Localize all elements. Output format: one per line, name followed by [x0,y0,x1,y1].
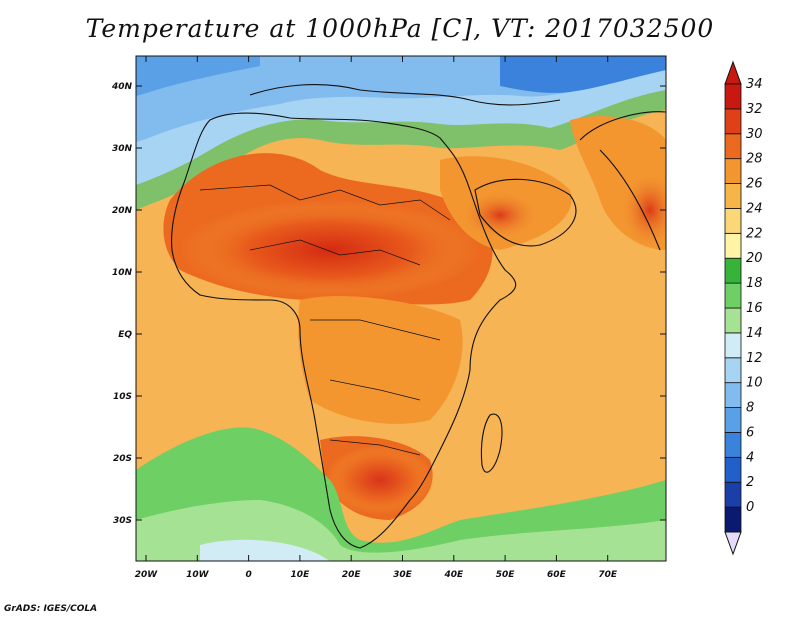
lon-tick-label: 10W [186,570,210,580]
colorbar-segment [724,432,742,458]
arabia-core [460,190,540,240]
colorbar-segment [724,158,742,184]
colorbar-segment [724,307,742,334]
colorbar-label: 34 [746,77,763,92]
arabia-coastline [474,178,577,247]
india-core [620,170,666,250]
colorbar-label: 0 [746,500,754,515]
northwest-blue [136,56,260,96]
colorbar-label: 16 [746,301,763,316]
colorbar-label: 22 [746,226,763,241]
coastlines [171,84,666,549]
lat-tick-label: 30S [113,516,132,526]
colorbar-label: 20 [746,251,763,266]
lat-tick-label: EQ [118,330,132,340]
lat-tick-label: 40N [111,82,133,92]
colorbar-label: 32 [746,102,763,117]
lat-tick-label: 20N [112,206,133,216]
colorbar-label: 30 [746,127,763,142]
southern-africa-core [325,445,435,515]
lon-tick-label: 20W [135,570,159,580]
colorbar-label: 26 [746,177,763,192]
colorbar-segment [724,332,742,359]
colorbar-segment [724,257,742,284]
lon-tick-label: 40E [443,570,464,580]
lat-tick-label: 20S [113,454,132,464]
colorbar-segment [724,357,742,384]
country-borders [199,184,451,456]
colorbar-segment [724,456,742,483]
asia-coastline [579,111,666,251]
colorbar-label: 8 [746,401,754,416]
africa-coastline [171,112,517,549]
colorbar-under-triangle [724,531,742,556]
colorbar-label: 18 [746,276,763,291]
colorbar-segment [724,232,742,259]
colorbar-over-triangle [724,60,742,85]
grads-credit: GrADS: IGES/COLA [4,604,98,614]
lon-tick-label: 60E [547,570,567,580]
lon-tick-label: 10E [291,570,311,580]
northeast-dark-blue [500,56,666,93]
lat-tick-label: 10S [113,392,132,402]
temperature-field [136,56,666,561]
colorbar-segment [724,282,742,309]
lon-tick-label: 30E [393,570,413,580]
sahel-core [180,200,480,300]
colorbar-segment [724,407,742,433]
colorbar-label: 12 [746,351,763,366]
south-pale-band [200,539,330,561]
colorbar-segment [724,506,742,533]
colorbar-label: 24 [746,201,763,216]
lon-tick-label: 0 [245,570,251,580]
colorbar-label: 4 [746,450,754,465]
colorbar-segment [724,83,742,110]
colorbar-segment [724,183,742,209]
longitude-axis: 20W 10W 0 10E 20E 30E 40E 50E 60E 70E [135,56,618,580]
colorbar-segment [724,382,742,408]
latitude-axis: 40N 30N 20N 10N EQ 10S 20S 30S [111,82,666,526]
colorbar-segment [724,481,742,508]
lat-tick-label: 10N [112,268,133,278]
colorbar-label: 28 [746,152,763,167]
map-title: Temperature at 1000hPa [C], VT: 20170325… [85,14,715,43]
colorbar-label: 6 [746,425,754,440]
lat-tick-label: 30N [112,144,133,154]
lon-tick-label: 20E [342,570,362,580]
colorbar-segment [724,133,742,160]
central-africa-warm [298,296,463,424]
colorbar-segment [724,208,742,234]
colorbar-segment [724,108,742,135]
colorbar-label: 2 [746,475,754,490]
colorbar-label: 14 [746,326,763,341]
map-frame [135,55,667,562]
lon-tick-label: 50E [496,570,516,580]
lon-tick-label: 70E [598,570,618,580]
colorbar-label: 10 [746,376,763,391]
mediterranean-coastline [249,84,561,106]
madagascar-coastline [480,413,503,473]
